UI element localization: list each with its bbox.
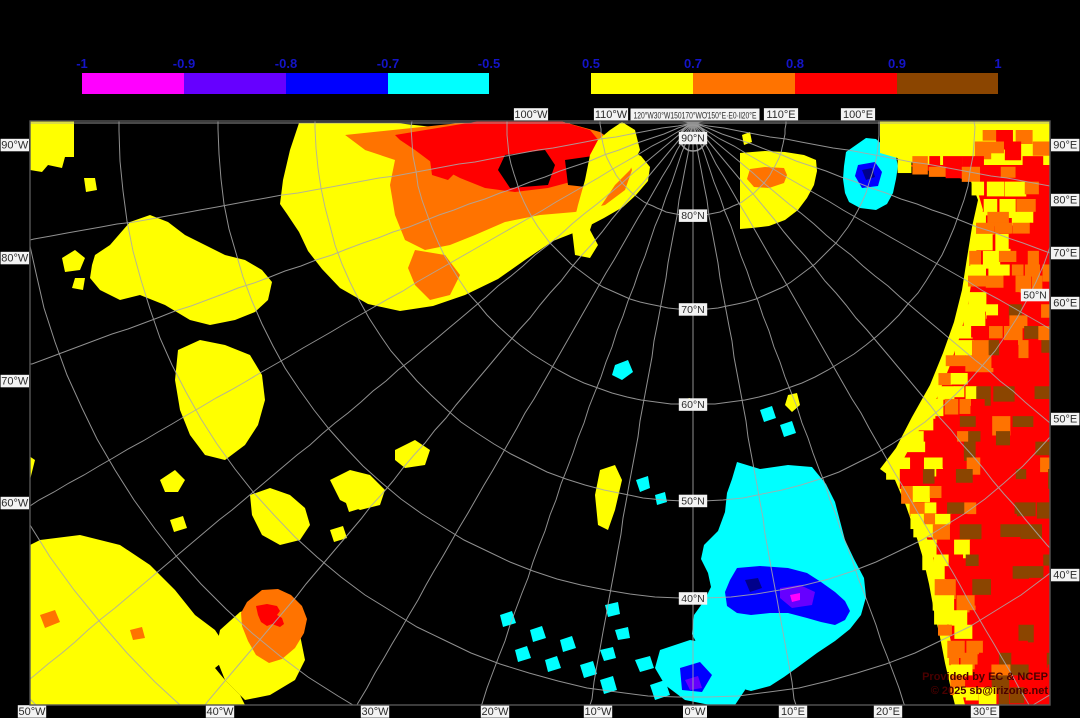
svg-text:10°E: 10°E	[781, 706, 805, 718]
svg-text:120°W30°W150170°WƠ150°E·E0·ll2: 120°W30°W150170°WƠ150°E·E0·ll20°E	[634, 110, 757, 120]
svg-text:70°N: 70°N	[681, 304, 704, 316]
svg-text:50°N: 50°N	[1023, 290, 1046, 302]
svg-text:0°W: 0°W	[685, 706, 707, 718]
svg-text:1: 1	[994, 56, 1001, 71]
svg-text:0.9: 0.9	[888, 56, 906, 71]
svg-text:-0.7: -0.7	[377, 56, 399, 71]
svg-text:-0.5: -0.5	[478, 56, 500, 71]
svg-text:40°W: 40°W	[206, 706, 234, 718]
svg-text:90°W: 90°W	[1, 140, 29, 152]
svg-text:110°E: 110°E	[766, 109, 795, 121]
svg-text:30°E: 30°E	[973, 706, 997, 718]
svg-text:10°W: 10°W	[584, 706, 612, 718]
svg-text:80°N: 80°N	[681, 210, 704, 222]
svg-text:50°E: 50°E	[1053, 414, 1077, 426]
svg-text:60°N: 60°N	[681, 399, 704, 411]
svg-text:50°W: 50°W	[18, 706, 46, 718]
svg-text:50°N: 50°N	[681, 496, 704, 508]
svg-text:60°W: 60°W	[1, 498, 29, 510]
svg-text:90°E: 90°E	[1053, 140, 1077, 152]
svg-text:-0.9: -0.9	[173, 56, 195, 71]
svg-text:110°W: 110°W	[595, 109, 628, 121]
svg-text:20°E: 20°E	[876, 706, 900, 718]
svg-text:80°W: 80°W	[1, 253, 29, 265]
svg-text:0.8: 0.8	[786, 56, 804, 71]
svg-text:80°E: 80°E	[1053, 195, 1077, 207]
svg-text:100°E: 100°E	[843, 109, 873, 121]
svg-text:70°W: 70°W	[1, 376, 29, 388]
svg-text:© 2025 sb@irizone.net: © 2025 sb@irizone.net	[931, 685, 1049, 697]
svg-text:20°W: 20°W	[481, 706, 509, 718]
svg-text:30°W: 30°W	[361, 706, 389, 718]
svg-text:0.7: 0.7	[684, 56, 702, 71]
svg-text:100°W: 100°W	[514, 109, 548, 121]
svg-text:40°E: 40°E	[1053, 570, 1077, 582]
svg-text:-0.8: -0.8	[275, 56, 297, 71]
svg-text:0.5: 0.5	[582, 56, 600, 71]
svg-text:-1: -1	[76, 56, 88, 71]
svg-text:70°E: 70°E	[1053, 248, 1077, 260]
svg-text:40°N: 40°N	[681, 593, 704, 605]
svg-text:60°E: 60°E	[1053, 298, 1077, 310]
svg-text:Provided by EC & NCEP: Provided by EC & NCEP	[922, 671, 1048, 683]
svg-text:90°N: 90°N	[681, 133, 704, 145]
